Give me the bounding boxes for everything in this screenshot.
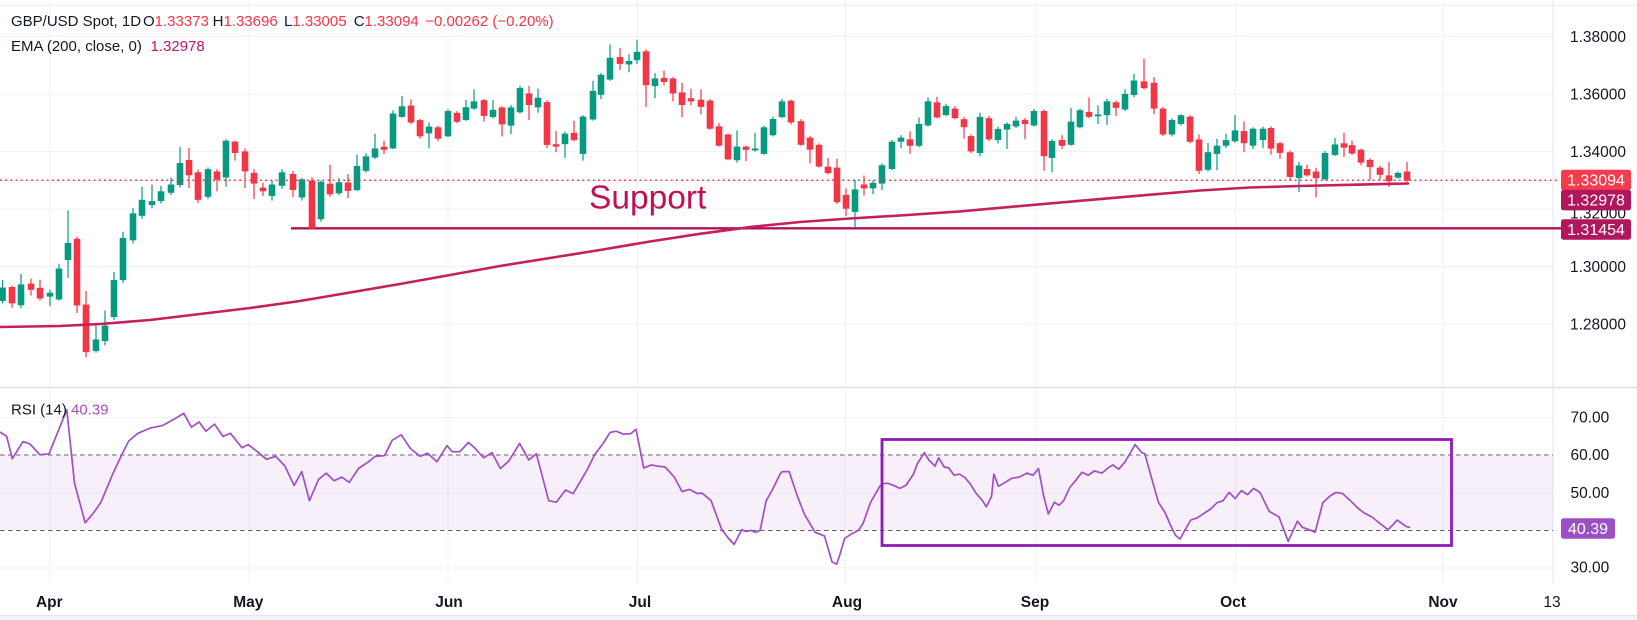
svg-text:1.34000: 1.34000 [1570,144,1626,161]
svg-text:RSI (14): RSI (14) [11,402,67,419]
svg-text:Aug: Aug [832,594,862,611]
svg-text:−0.00262 (−0.20%): −0.00262 (−0.20%) [425,13,553,30]
svg-text:Sep: Sep [1021,594,1049,611]
svg-text:O1.33373: O1.33373 [143,13,209,30]
svg-text:13: 13 [1543,594,1560,611]
svg-text:40.39: 40.39 [71,402,109,419]
svg-text:70.00: 70.00 [1571,410,1610,427]
svg-text:C1.33094: C1.33094 [354,13,419,30]
svg-text:60.00: 60.00 [1571,447,1610,464]
svg-text:L1.33005: L1.33005 [284,13,347,30]
svg-text:Apr: Apr [36,594,63,611]
svg-text:30.00: 30.00 [1571,559,1610,576]
svg-text:1.28000: 1.28000 [1570,317,1626,334]
svg-text:1.33094: 1.33094 [1567,173,1625,190]
svg-text:Support: Support [589,180,707,217]
svg-text:40.39: 40.39 [1568,521,1608,538]
svg-text:1.32978: 1.32978 [1567,193,1625,210]
svg-text:1.31454: 1.31454 [1567,222,1625,239]
svg-text:1.32978: 1.32978 [151,38,205,55]
svg-text:GBP/USD Spot, 1D: GBP/USD Spot, 1D [11,13,141,30]
svg-text:Jul: Jul [629,594,651,611]
svg-text:H1.33696: H1.33696 [213,13,278,30]
svg-text:EMA (200, close, 0): EMA (200, close, 0) [11,38,142,55]
svg-text:1.30000: 1.30000 [1570,259,1626,276]
svg-text:50.00: 50.00 [1571,485,1610,502]
svg-text:1.36000: 1.36000 [1570,87,1626,104]
svg-text:Nov: Nov [1428,594,1458,611]
svg-text:May: May [233,594,264,611]
svg-text:1.38000: 1.38000 [1570,29,1626,46]
svg-text:Jun: Jun [435,594,463,611]
svg-text:Oct: Oct [1220,594,1246,611]
